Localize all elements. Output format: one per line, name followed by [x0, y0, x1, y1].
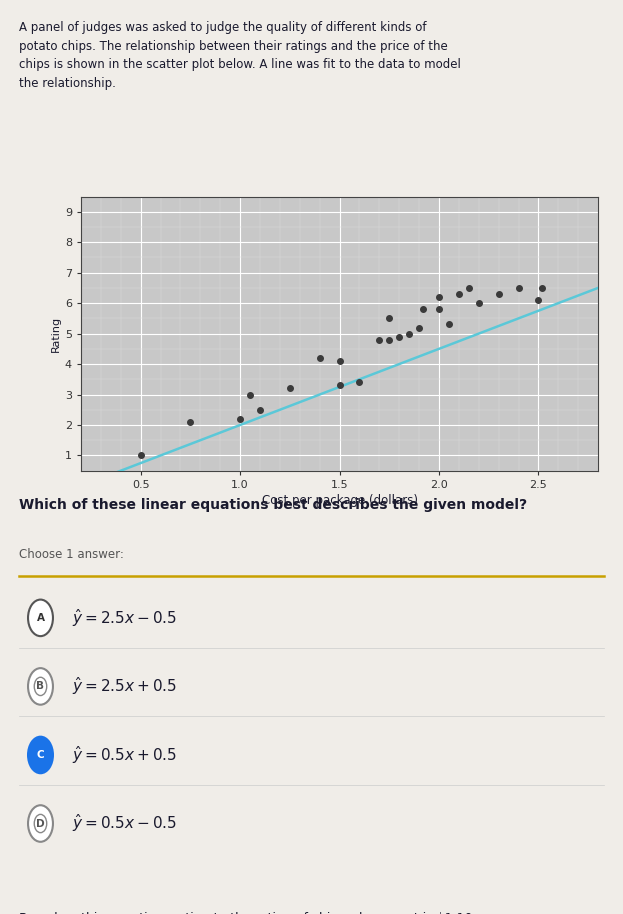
Point — [335, 378, 345, 393]
Point — [285, 381, 295, 396]
Point — [434, 302, 444, 316]
Point — [255, 402, 265, 417]
Text: A: A — [37, 613, 44, 622]
Text: Which of these linear equations best describes the given model?: Which of these linear equations best des… — [19, 498, 527, 512]
Point — [186, 415, 196, 430]
Text: $\hat{y} = 2.5x + 0.5$: $\hat{y} = 2.5x + 0.5$ — [72, 675, 177, 697]
Point — [434, 290, 444, 304]
Text: $\hat{y} = 0.5x - 0.5$: $\hat{y} = 0.5x - 0.5$ — [72, 813, 177, 834]
Point — [315, 351, 325, 366]
Point — [533, 292, 543, 307]
Text: Based on this equation, estimate the rating of chips whose cost is $1.10.: Based on this equation, estimate the rat… — [19, 912, 476, 914]
Text: B: B — [37, 682, 44, 691]
Circle shape — [34, 677, 47, 696]
Point — [235, 411, 245, 426]
Circle shape — [28, 600, 53, 636]
Point — [354, 375, 364, 389]
Y-axis label: Rating: Rating — [50, 315, 60, 352]
Point — [404, 326, 414, 341]
Circle shape — [28, 737, 53, 773]
Circle shape — [28, 805, 53, 842]
Point — [493, 287, 503, 302]
X-axis label: Cost per package (dollars): Cost per package (dollars) — [262, 494, 417, 507]
Text: Choose 1 answer:: Choose 1 answer: — [19, 548, 123, 561]
Text: $\hat{y} = 0.5x + 0.5$: $\hat{y} = 0.5x + 0.5$ — [72, 744, 177, 766]
Point — [414, 320, 424, 335]
Point — [384, 333, 394, 347]
Point — [374, 333, 384, 347]
Point — [473, 296, 483, 311]
Text: C: C — [37, 750, 44, 760]
Point — [538, 281, 548, 295]
Point — [444, 317, 454, 332]
Text: $\hat{y} = 2.5x - 0.5$: $\hat{y} = 2.5x - 0.5$ — [72, 607, 177, 629]
Point — [454, 287, 464, 302]
Point — [464, 281, 473, 295]
Text: A panel of judges was asked to judge the quality of different kinds of
potato ch: A panel of judges was asked to judge the… — [19, 21, 460, 90]
Point — [394, 329, 404, 344]
Point — [136, 448, 146, 462]
Point — [335, 354, 345, 368]
Point — [418, 302, 428, 316]
Point — [245, 388, 255, 402]
Text: D: D — [36, 819, 45, 828]
Circle shape — [28, 668, 53, 705]
Point — [384, 311, 394, 325]
Circle shape — [34, 814, 47, 833]
Point — [513, 281, 523, 295]
